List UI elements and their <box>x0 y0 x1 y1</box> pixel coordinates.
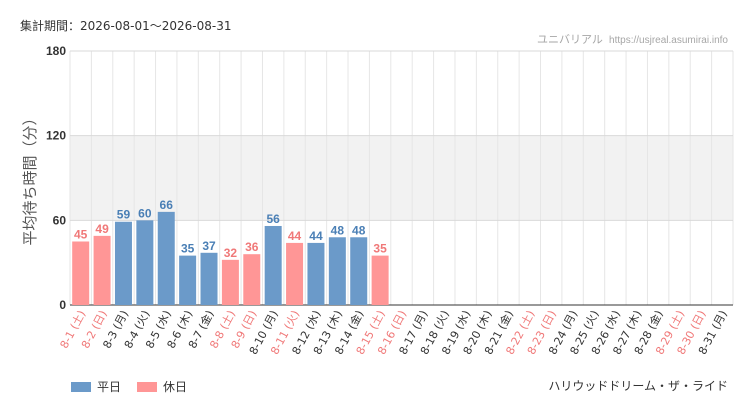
bar-value-label: 56 <box>266 212 280 226</box>
bar <box>221 259 239 305</box>
y-tick-label: 180 <box>46 44 66 58</box>
bar-value-label: 49 <box>95 222 109 236</box>
bar <box>243 254 261 305</box>
bar <box>286 242 304 305</box>
bar <box>307 242 325 305</box>
bar-value-label: 66 <box>160 198 174 212</box>
bar-value-label: 59 <box>117 208 131 222</box>
bar-value-label: 32 <box>224 246 238 260</box>
source-url[interactable]: https://usjreal.asumirai.info <box>609 35 728 46</box>
bar-value-label: 35 <box>373 242 387 256</box>
source-name: ユニバリアル <box>537 34 603 46</box>
legend-item-weekday[interactable]: 平日 <box>71 378 121 395</box>
bar-value-label: 45 <box>74 228 88 242</box>
bar-value-label: 36 <box>245 240 259 254</box>
bar-value-label: 35 <box>181 242 195 256</box>
bar <box>72 241 90 305</box>
bar <box>371 255 389 305</box>
bar <box>179 255 197 305</box>
bar <box>200 252 218 305</box>
legend-swatch-holiday <box>137 381 158 392</box>
bar <box>328 237 346 305</box>
bar-value-label: 44 <box>288 229 302 243</box>
y-tick-label: 0 <box>59 298 66 312</box>
bar <box>136 220 154 305</box>
period-label: 集計期間： <box>20 19 81 33</box>
bar <box>157 211 175 305</box>
shaded-band <box>70 135 733 221</box>
y-axis-label: 平均待ち時間（分） <box>21 110 39 245</box>
bar-value-label: 48 <box>352 223 366 237</box>
legend-label-weekday: 平日 <box>97 380 122 394</box>
y-tick-label: 60 <box>53 213 67 227</box>
bar <box>114 221 132 305</box>
legend-label-holiday: 休日 <box>163 380 188 394</box>
period-value: 2026-08-01～2026-08-31 <box>80 19 232 33</box>
attraction-name: ハリウッドドリーム・ザ・ライド <box>548 379 728 393</box>
legend: 平日 休日 <box>71 378 203 395</box>
bar-value-label: 60 <box>138 206 152 220</box>
legend-swatch-weekday <box>71 381 91 392</box>
bar-value-label: 37 <box>202 239 216 253</box>
bar-value-label: 48 <box>331 223 345 237</box>
y-tick-label: 120 <box>46 129 66 143</box>
legend-item-holiday[interactable]: 休日 <box>137 378 187 395</box>
source-credit: ユニバリアル https://usjreal.asumirai.info <box>537 31 728 47</box>
bar <box>264 225 282 305</box>
bar <box>93 235 111 305</box>
period-header: 集計期間：2026-08-01～2026-08-31 <box>20 17 232 34</box>
bar <box>350 237 368 305</box>
bar-value-label: 44 <box>309 229 323 243</box>
